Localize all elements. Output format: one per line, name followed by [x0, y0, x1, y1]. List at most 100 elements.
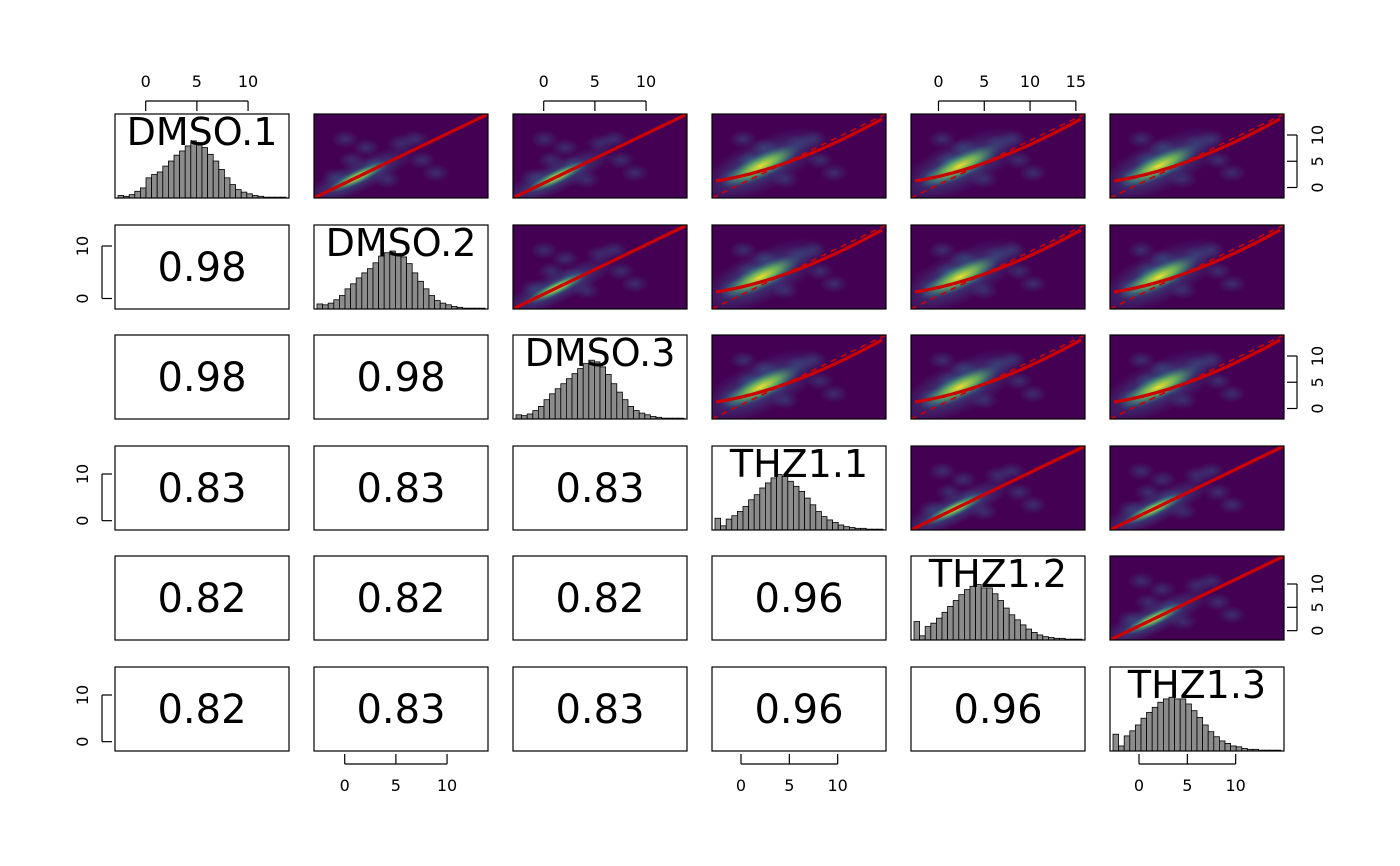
- histogram-bar: [947, 606, 954, 641]
- histogram-panel: THZ1.3: [1109, 663, 1285, 752]
- panel-frame: [512, 666, 688, 752]
- panel-frame: [114, 224, 290, 310]
- histogram-bar: [422, 288, 430, 310]
- density-blob: [1018, 495, 1047, 514]
- histogram-bar: [919, 635, 926, 641]
- correlation-panel: 0.98: [313, 334, 489, 420]
- histogram-bar: [627, 405, 634, 420]
- top-x-axis: 0 5 10: [539, 72, 656, 111]
- histogram-bar: [229, 184, 236, 199]
- panel-frame: [313, 666, 489, 752]
- correlation-value: 0.82: [356, 576, 445, 622]
- histogram-bar: [832, 522, 839, 531]
- density-blob: [1148, 470, 1177, 489]
- histogram-bar: [1224, 743, 1231, 752]
- tick-label: 10: [1308, 125, 1327, 145]
- correlation-panel: 0.83: [512, 445, 688, 531]
- panel-frame: [910, 445, 1086, 531]
- variable-label: DMSO.1: [127, 110, 278, 154]
- histogram-bar: [748, 499, 755, 531]
- histogram-bar: [1140, 717, 1147, 752]
- histogram-bar: [162, 165, 169, 199]
- tick-label: 0: [73, 737, 92, 747]
- correlation-panel: 0.82: [313, 555, 489, 641]
- histogram-bar: [322, 304, 329, 310]
- bottom-x-axis: 0 5 10: [1134, 754, 1246, 795]
- histogram-bar: [1146, 711, 1153, 752]
- histogram-bar: [212, 160, 220, 199]
- histogram-bar: [1185, 703, 1192, 752]
- histogram-bar: [151, 174, 158, 199]
- variable-label: DMSO.3: [525, 331, 676, 375]
- histogram-bar: [316, 303, 323, 310]
- histogram-bar: [720, 525, 727, 531]
- histogram-bar: [837, 524, 845, 531]
- fit-line: [1111, 446, 1283, 530]
- variable-label: THZ1.2: [928, 552, 1067, 596]
- histogram-bar: [1151, 706, 1159, 752]
- histogram-bar: [913, 621, 920, 641]
- histogram-bar: [223, 177, 231, 199]
- tick-label: 5: [784, 776, 794, 795]
- histogram-bar: [958, 594, 965, 641]
- bottom-x-axis: 0 5 10: [340, 754, 457, 795]
- histogram-panel: DMSO.3: [512, 331, 688, 420]
- histogram-bar: [207, 153, 214, 199]
- tick-label: 10: [636, 72, 656, 91]
- density-blob: [1018, 384, 1047, 403]
- histogram-bar: [1219, 740, 1226, 752]
- histogram-bar: [240, 191, 248, 199]
- density-scatter-panel: [1109, 555, 1285, 641]
- density-scatter-panel: [711, 224, 887, 310]
- density-blob: [620, 163, 649, 182]
- histogram-bar: [952, 600, 960, 641]
- correlation-value: 0.83: [555, 466, 644, 512]
- panel-frame: [313, 445, 489, 531]
- tick-label: 5: [1308, 156, 1327, 166]
- panel-frame: [1109, 555, 1285, 641]
- histogram-bar: [1129, 730, 1136, 752]
- histogram-bar: [366, 268, 374, 310]
- density-blob: [599, 130, 628, 149]
- density-blob: [1018, 274, 1047, 293]
- histogram-bar: [1202, 724, 1209, 752]
- histogram-bar: [1235, 746, 1243, 752]
- correlation-panel: 0.82: [114, 666, 290, 752]
- density-scatter-panel: [910, 445, 1086, 531]
- density-scatter-panel: [910, 113, 1086, 199]
- histogram-bar: [439, 302, 447, 310]
- density-blob: [421, 163, 450, 182]
- left-y-axis: 0 10: [73, 685, 112, 747]
- fit-line: [914, 338, 1082, 404]
- histogram-bar: [156, 171, 164, 199]
- histogram-bar: [714, 517, 721, 531]
- tick-label: 0: [73, 293, 92, 303]
- histogram-bar: [1025, 628, 1032, 641]
- density-blob: [530, 241, 559, 260]
- histogram-bar: [338, 295, 346, 310]
- correlation-value: 0.83: [157, 466, 246, 512]
- tick-label: 10: [1225, 776, 1245, 795]
- tick-label: 10: [238, 72, 258, 91]
- histogram-bar: [246, 193, 253, 199]
- histogram-bar: [445, 304, 452, 310]
- panel-frame: [711, 334, 887, 420]
- tick-label: 0: [1308, 626, 1327, 636]
- histogram-bar: [731, 515, 738, 531]
- density-blob: [599, 241, 628, 260]
- histogram-bar: [1135, 724, 1142, 752]
- histogram-bar: [145, 177, 152, 199]
- density-blob: [1148, 580, 1177, 599]
- panel-frame: [910, 224, 1086, 310]
- tick-label: 15: [1066, 72, 1086, 91]
- correlation-panel: 0.96: [711, 555, 887, 641]
- panel-frame: [512, 224, 688, 310]
- histogram-bar: [532, 410, 539, 420]
- right-y-axis: 0 5 10: [1287, 574, 1327, 636]
- panel-frame: [1109, 666, 1285, 752]
- correlation-value: 0.82: [157, 576, 246, 622]
- histogram-bar: [605, 374, 612, 420]
- tick-label: 0: [933, 72, 943, 91]
- panel-frame: [711, 445, 887, 531]
- histogram-bar: [235, 189, 242, 199]
